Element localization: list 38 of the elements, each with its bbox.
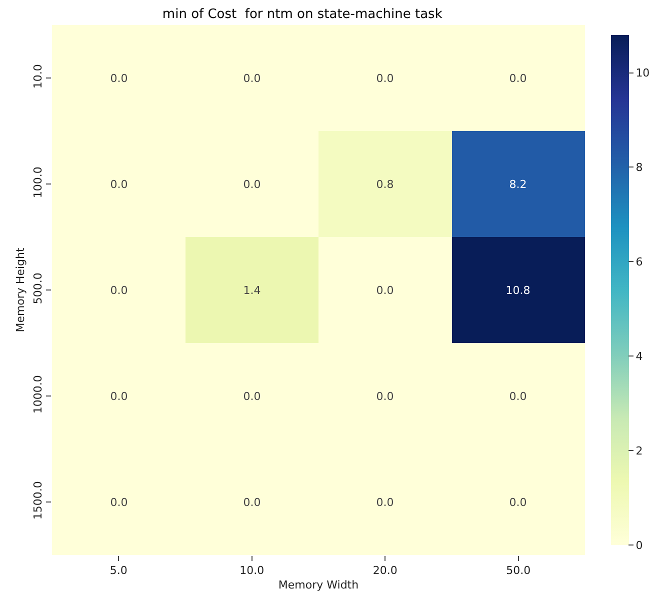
y-tick-label: 100.0 (32, 166, 45, 198)
y-tick-label: 1000.0 (32, 375, 45, 414)
color-bar-label: 0 (636, 538, 643, 552)
data-label: 0.0 (110, 178, 128, 191)
data-label: 10.8 (506, 284, 530, 297)
data-label: 0.8 (376, 178, 394, 191)
x-tick-label: 5.0 (110, 564, 128, 578)
data-label: 0.0 (243, 72, 261, 85)
data-label: 8.2 (509, 178, 527, 191)
y-tick-label: 500.0 (32, 272, 45, 304)
color-bar-label: 6 (636, 256, 643, 269)
color-bar-label: 4 (636, 350, 643, 363)
x-tick-label: 20.0 (372, 564, 398, 578)
data-label: 0.0 (376, 284, 394, 297)
data-label: 0.0 (509, 72, 527, 85)
y-tick-label: 10.0 (32, 64, 45, 89)
data-label: 1.4 (243, 284, 261, 297)
data-label: 0.0 (376, 72, 394, 85)
color-bar-label: 2 (636, 444, 643, 458)
data-label: 0.0 (509, 496, 527, 509)
data-label: 0.0 (243, 390, 261, 403)
data-label: 0.0 (243, 178, 261, 191)
data-label: 0.0 (376, 390, 394, 403)
color-bar-label: 8 (636, 161, 643, 174)
x-axis-title: Memory Width (278, 578, 359, 592)
x-tick-label: 50.0 (506, 564, 531, 578)
x-tick-label: 10.0 (240, 564, 264, 578)
data-label: 0.0 (376, 496, 394, 509)
data-label: 0.0 (110, 72, 128, 85)
y-tick-label: 1500.0 (32, 481, 45, 520)
color-bar-label: 10 (636, 66, 650, 80)
data-label: 0.0 (110, 496, 128, 509)
chart-title: min of Cost for ntm on state-machine task (162, 7, 443, 22)
data-label: 0.0 (509, 390, 527, 403)
data-label: 0.0 (110, 390, 128, 403)
y-axis-title: Memory Height (14, 247, 28, 332)
data-label: 0.0 (243, 496, 261, 509)
data-label: 0.0 (110, 284, 128, 297)
